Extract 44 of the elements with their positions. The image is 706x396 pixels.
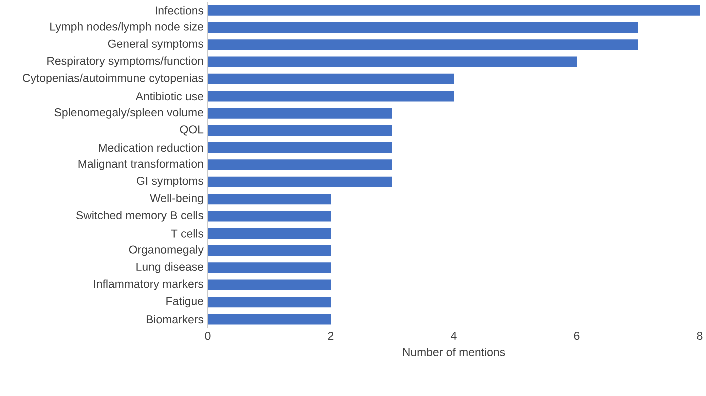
- y-tick-label: QOL: [180, 126, 204, 136]
- bar: [208, 176, 392, 188]
- bar: [208, 5, 700, 16]
- x-axis-title: Number of mentions: [403, 348, 506, 356]
- y-tick-label: Splenomegaly/spleen volume: [54, 108, 204, 119]
- bar: [208, 40, 638, 50]
- y-tick-label: Lung disease: [136, 262, 204, 274]
- y-tick-label: Inflammatory markers: [94, 280, 204, 290]
- y-tick-label: Infections: [156, 6, 204, 15]
- y-tick-label: Lymph nodes/lymph node size: [50, 22, 204, 34]
- bar: [208, 314, 331, 325]
- y-tick-label: Respiratory symptoms/function: [48, 56, 204, 68]
- y-tick-label: T cells: [171, 229, 204, 238]
- bar: [208, 228, 331, 239]
- y-tick-label: General symptoms: [108, 40, 204, 50]
- bar: [208, 245, 331, 256]
- x-tick-label: 2: [328, 332, 334, 340]
- x-tick-label: 0: [205, 332, 211, 340]
- y-tick-label: Biomarkers: [146, 315, 204, 324]
- bar: [208, 22, 638, 34]
- bar: [208, 211, 331, 222]
- y-tick-label: Fatigue: [166, 296, 204, 308]
- y-tick-label: GI symptoms: [137, 176, 204, 188]
- y-tick-label: Cytopenias/autoimmune cytopenias: [23, 74, 204, 85]
- x-tick-label: 6: [574, 332, 580, 340]
- bar: [208, 91, 454, 102]
- y-tick-label: Antibiotic use: [136, 92, 204, 101]
- y-tick-label: Medication reduction: [99, 144, 204, 152]
- bar: [208, 296, 331, 308]
- x-tick-label: 8: [697, 332, 703, 340]
- y-tick-label: Well-being: [150, 194, 204, 205]
- bar: [208, 160, 392, 170]
- bar: [208, 125, 392, 136]
- bar: [208, 262, 331, 274]
- y-tick-label: Malignant transformation: [78, 160, 204, 170]
- bar: [208, 74, 454, 85]
- bar: [208, 194, 331, 205]
- y-tick-label: Switched memory B cells: [76, 211, 204, 222]
- bar: [208, 280, 331, 290]
- y-tick-label: Organomegaly: [129, 245, 204, 256]
- bar: [208, 108, 392, 119]
- x-tick-label: 4: [451, 332, 457, 340]
- bar: [208, 142, 392, 154]
- bar: [208, 56, 577, 68]
